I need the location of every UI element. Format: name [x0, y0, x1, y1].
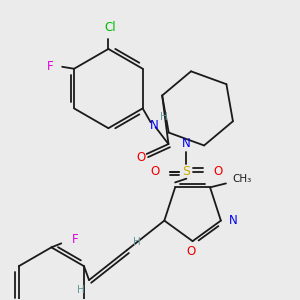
Text: CH₃: CH₃	[232, 175, 251, 184]
Text: H: H	[77, 285, 85, 295]
Text: Cl: Cl	[105, 21, 116, 34]
Text: O: O	[214, 165, 223, 178]
Text: O: O	[136, 152, 146, 164]
Text: F: F	[72, 233, 79, 246]
Text: S: S	[182, 165, 190, 178]
Text: N: N	[182, 137, 191, 151]
Text: N: N	[150, 119, 159, 132]
Text: H: H	[160, 112, 167, 122]
Text: F: F	[47, 60, 54, 73]
Text: O: O	[150, 165, 159, 178]
Text: N: N	[228, 214, 237, 227]
Text: H: H	[133, 237, 140, 248]
Text: O: O	[186, 244, 195, 258]
